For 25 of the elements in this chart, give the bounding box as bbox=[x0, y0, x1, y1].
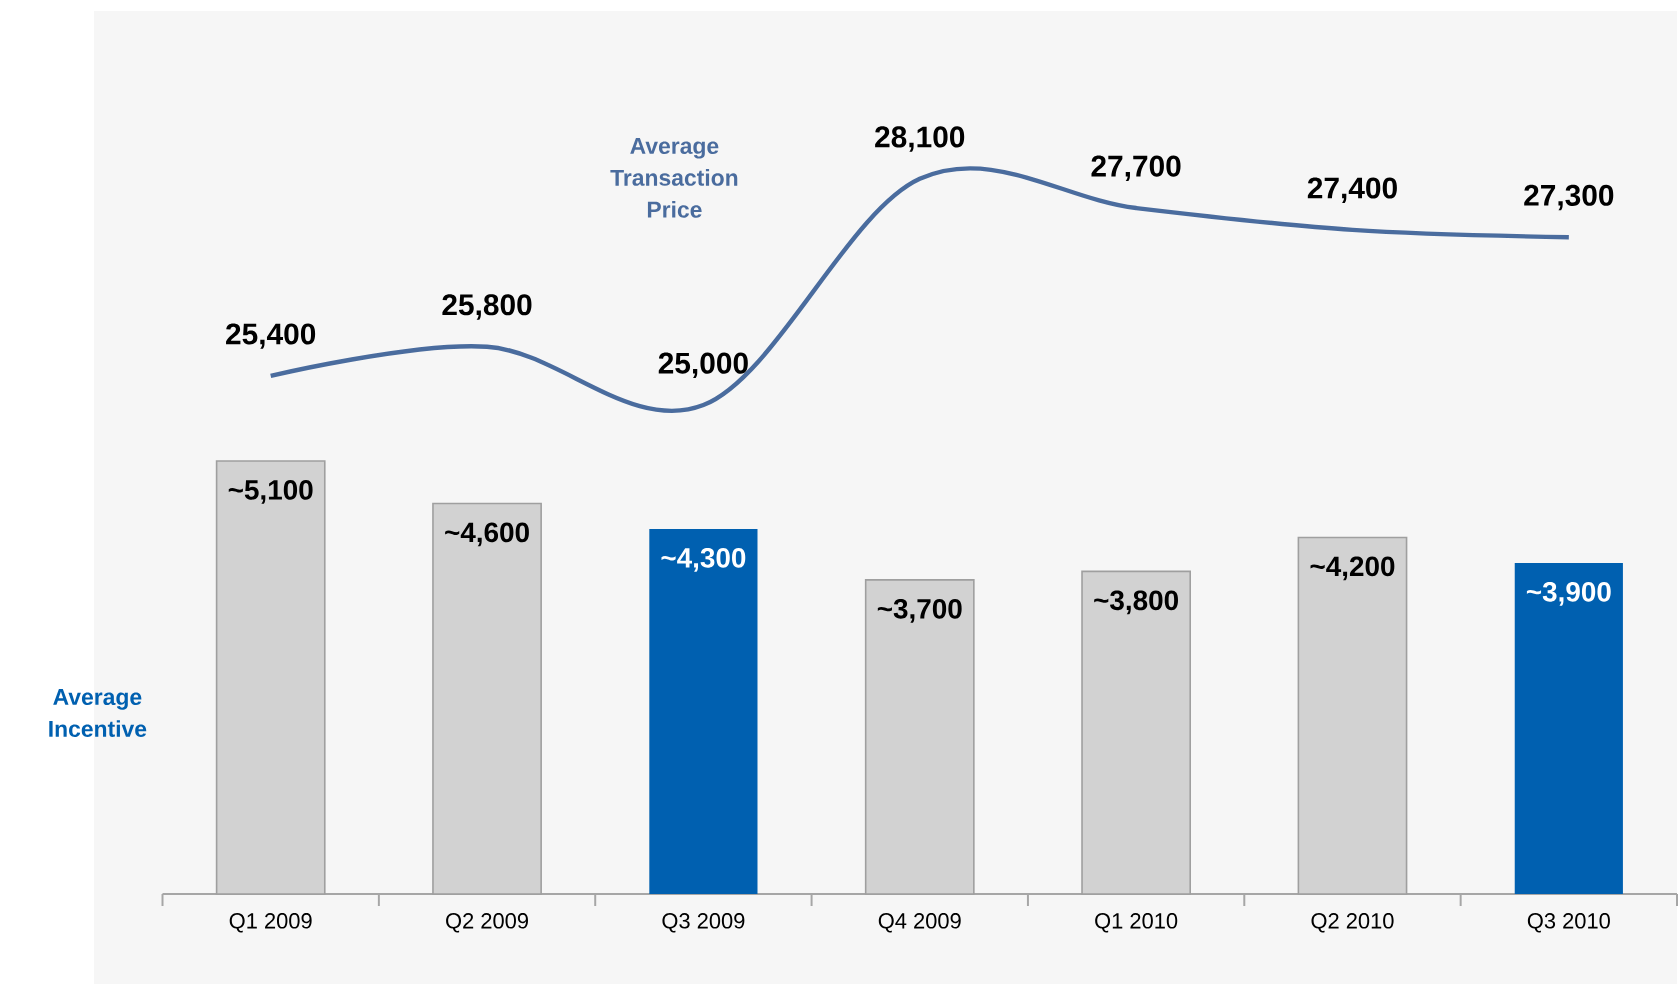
data-label: 25,000 bbox=[658, 352, 748, 378]
data-label: ~4,300 bbox=[661, 547, 746, 572]
x-tick-label: Q2 2009 bbox=[446, 912, 528, 933]
x-tick-label: Q4 2009 bbox=[878, 912, 961, 933]
x-tick-label: Q1 2010 bbox=[1095, 912, 1178, 933]
data-label: 28,100 bbox=[875, 126, 965, 152]
data-label: 27,700 bbox=[1091, 155, 1181, 181]
data-label: ~3,700 bbox=[877, 598, 962, 623]
x-tick-label: Q2 2010 bbox=[1311, 912, 1394, 933]
data-label: 27,300 bbox=[1524, 184, 1614, 210]
bar bbox=[1514, 562, 1623, 894]
data-label: ~3,800 bbox=[1094, 590, 1178, 614]
text: Average Incentive bbox=[49, 688, 147, 737]
data-label: ~3,900 bbox=[1526, 581, 1611, 606]
data-label: ~4,600 bbox=[445, 522, 529, 547]
data-label: 25,800 bbox=[442, 293, 532, 320]
data-label: ~5,100 bbox=[228, 479, 313, 504]
x-tick-label: Q3 2009 bbox=[662, 912, 745, 933]
data-label: 25,400 bbox=[226, 323, 316, 349]
data-label: 27,400 bbox=[1307, 177, 1397, 203]
bar bbox=[649, 528, 758, 894]
x-tick-label: Q1 2009 bbox=[229, 912, 312, 933]
data-label: ~4,200 bbox=[1310, 556, 1395, 581]
text: Average Transaction Price bbox=[610, 137, 738, 218]
x-tick-label: Q3 2010 bbox=[1527, 912, 1610, 933]
